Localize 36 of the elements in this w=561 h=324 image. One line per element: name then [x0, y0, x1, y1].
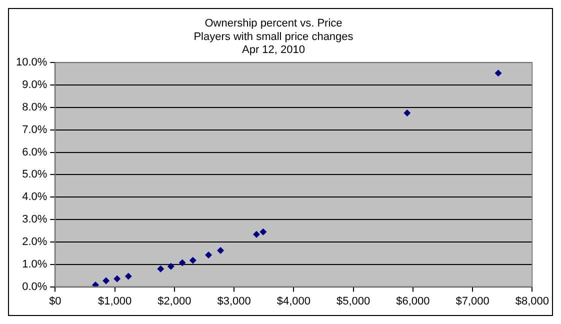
y-tick-label: 1.0% [22, 258, 48, 270]
chart-title: Ownership percent vs. Price [204, 18, 342, 30]
point [189, 256, 196, 264]
point [205, 251, 212, 258]
point [124, 272, 132, 280]
point [260, 228, 267, 236]
y-tick-label: 8.0% [22, 101, 48, 114]
point [494, 70, 502, 77]
point [114, 275, 121, 282]
x-tick-label: $0 [49, 295, 62, 308]
point [167, 262, 174, 270]
x-tick-label: $3,000 [217, 295, 251, 308]
point [404, 110, 411, 117]
y-tick-label: 9.0% [22, 79, 48, 92]
point [217, 246, 224, 254]
point [102, 277, 110, 284]
y-tick-label: 7.0% [22, 124, 48, 136]
x-tick-label: $1,000 [98, 295, 132, 308]
x-tick-label: $7,000 [456, 295, 490, 308]
y-tick-label: 3.0% [22, 214, 48, 226]
x-tick-label: $6,000 [396, 295, 430, 308]
point [157, 265, 164, 272]
y-tick-label: 0.0% [22, 280, 48, 293]
x-tick-label: $2,000 [158, 295, 192, 308]
x-tick-label: $8,000 [515, 295, 550, 308]
y-tick-label: 2.0% [22, 236, 48, 248]
x-tick-label: $4,000 [276, 295, 311, 308]
point [178, 259, 186, 266]
point [252, 230, 260, 238]
y-tick-label: 6.0% [22, 146, 48, 158]
y-tick-label: 10.0% [16, 56, 48, 69]
point [92, 282, 99, 287]
y-tick-label: 5.0% [22, 168, 48, 181]
x-tick-label: $5,000 [336, 295, 370, 308]
chart-subtitle: Players with small price changes Apr 12, 2010 [194, 30, 354, 56]
y-tick-label: 4.0% [22, 191, 48, 204]
